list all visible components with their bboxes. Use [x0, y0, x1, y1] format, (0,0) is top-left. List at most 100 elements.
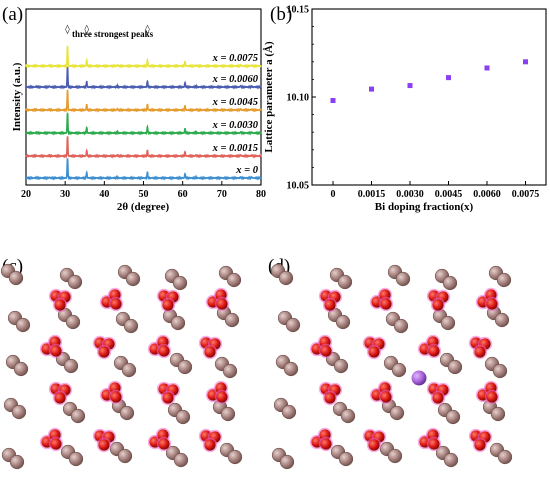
- metal-atom: [177, 359, 193, 375]
- oxygen-atom: [380, 298, 392, 310]
- oxygen-atom: [320, 345, 332, 357]
- metal-atom: [443, 452, 459, 468]
- xrd-series-label: x = 0.0060: [212, 74, 259, 85]
- panel-label-b: (b): [270, 4, 292, 25]
- crystal-structure-undoped: [0, 263, 243, 470]
- lattice-x-tick-label: 0.0045: [435, 189, 463, 200]
- metal-atom: [492, 363, 508, 379]
- xrd-series-line: [25, 45, 262, 69]
- oxygen-atom: [54, 392, 66, 404]
- xrd-x-tick-label: 20: [21, 189, 31, 200]
- metal-atom: [65, 314, 81, 330]
- metal-atom: [440, 315, 456, 331]
- xrd-x-tick-label: 70: [217, 189, 227, 200]
- metal-atom: [125, 271, 141, 287]
- metal-atom: [63, 358, 79, 374]
- lattice-x-tick-label: 0.0015: [358, 189, 386, 200]
- metal-atom: [445, 409, 461, 425]
- metal-atom: [172, 275, 188, 291]
- xrd-x-tick-label: 40: [99, 189, 109, 200]
- xrd-x-tick-label: 60: [178, 189, 188, 200]
- metal-atom: [226, 272, 242, 288]
- oxygen-atom: [110, 391, 122, 403]
- metal-atom: [220, 406, 236, 422]
- oxygen-atom: [432, 299, 444, 311]
- oxygen-atom: [380, 391, 392, 403]
- metal-atom: [442, 275, 458, 291]
- xrd-x-ticks: 20 30 40 50 60 70 80: [21, 181, 266, 200]
- peak-markers: ◊ ◊ ◊: [65, 24, 150, 35]
- metal-atom: [11, 404, 27, 420]
- xrd-x-axis-title: 2θ (degree): [117, 201, 170, 213]
- metal-atom: [447, 359, 463, 375]
- xrd-y-axis-title: Intensity (a.u.): [11, 62, 23, 131]
- metal-atom: [227, 449, 243, 465]
- oxygen-atom: [320, 438, 332, 450]
- xrd-chart: x = 0 x = 0.0015 x = 0.0030 x = 0.0045 x = 0…: [11, 8, 266, 213]
- metal-atom: [490, 406, 506, 422]
- metal-atom: [121, 362, 137, 378]
- oxygen-atom: [428, 438, 440, 450]
- metal-atom: [67, 274, 83, 290]
- lattice-x-tick-label: 0.0060: [473, 189, 501, 200]
- peak-marker: ◊: [84, 24, 89, 35]
- xrd-series-label: x = 0.0030: [212, 120, 259, 131]
- metal-atom: [387, 448, 403, 464]
- lattice-x-ticks: 0 0.0015 0.0030 0.0045 0.0060 0.0075: [331, 181, 540, 200]
- lattice-y-ticks: 10.05 10.10 10.15: [287, 5, 316, 192]
- oxygen-atom: [50, 438, 62, 450]
- metal-atom: [119, 405, 135, 421]
- metal-atom: [173, 452, 189, 468]
- oxygen-atom: [432, 392, 444, 404]
- oxygen-atom: [428, 345, 440, 357]
- oxygen-atom: [324, 392, 336, 404]
- lattice-point: [446, 75, 451, 81]
- oxygen-atom: [98, 346, 110, 358]
- metal-atom: [335, 314, 351, 330]
- xrd-series-label: x = 0: [235, 165, 258, 176]
- metal-atom: [285, 317, 301, 333]
- metal-atom: [224, 312, 240, 328]
- xrd-series-line: [25, 112, 262, 136]
- metal-atom: [13, 361, 29, 377]
- oxygen-atom: [158, 438, 170, 450]
- xrd-series-line: [25, 158, 262, 181]
- xrd-series-group: x = 0 x = 0.0015 x = 0.0030 x = 0.0045 x = 0…: [25, 45, 262, 181]
- metal-atom: [497, 449, 513, 465]
- xrd-series-label: x = 0.0045: [212, 97, 258, 108]
- oxygen-atom: [158, 345, 170, 357]
- metal-atom: [15, 317, 31, 333]
- metal-atom: [338, 451, 354, 467]
- metal-atom: [337, 274, 353, 290]
- lattice-point: [407, 83, 413, 89]
- metal-atom: [391, 362, 407, 378]
- oxygen-atom: [216, 391, 228, 403]
- metal-atom: [9, 454, 25, 470]
- metal-atom: [279, 454, 295, 470]
- metal-atom: [283, 361, 299, 377]
- metal-atom: [278, 270, 294, 286]
- panel-label-a: (a): [2, 4, 23, 25]
- lattice-y-tick-label: 10.05: [287, 181, 310, 192]
- lattice-points: [330, 59, 528, 104]
- xrd-annotation: three strongest peaks: [72, 29, 154, 39]
- xrd-x-tick-label: 50: [139, 189, 149, 200]
- oxygen-atom: [110, 298, 122, 310]
- lattice-x-tick-label: 0: [331, 189, 336, 200]
- xrd-series-line: [25, 136, 262, 159]
- oxygen-atom: [50, 345, 62, 357]
- oxygen-atom: [486, 391, 498, 403]
- oxygen-atom: [368, 346, 380, 358]
- xrd-series-label: x = 0.0015: [212, 143, 258, 154]
- metal-atom: [494, 312, 510, 328]
- lattice-x-tick-label: 0.0075: [512, 189, 540, 200]
- metal-atom: [68, 451, 84, 467]
- lattice-x-axis-title: Bi doping fraction(x): [375, 201, 474, 213]
- oxygen-atom: [204, 439, 216, 451]
- oxygen-atom: [216, 298, 228, 310]
- metal-atom: [496, 272, 512, 288]
- lattice-point: [369, 86, 374, 92]
- oxygen-atom: [54, 299, 66, 311]
- lattice-plot-frame: [311, 8, 547, 186]
